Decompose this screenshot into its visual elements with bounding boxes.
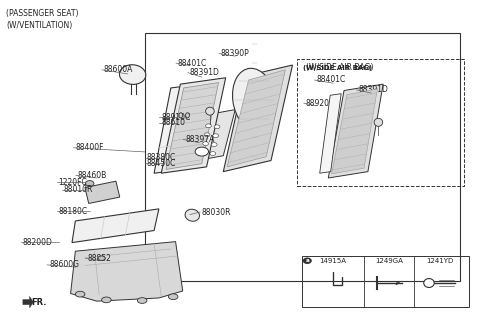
Ellipse shape (98, 256, 105, 260)
Circle shape (205, 124, 211, 128)
Text: 88030R: 88030R (202, 208, 231, 217)
Text: (W/SIDE AIR BAG): (W/SIDE AIR BAG) (303, 65, 372, 71)
Text: 88460B: 88460B (78, 171, 107, 180)
Text: FR.: FR. (32, 298, 47, 307)
Ellipse shape (374, 118, 383, 126)
Bar (144, 33, 459, 282)
Polygon shape (85, 181, 120, 204)
Polygon shape (197, 109, 235, 160)
Circle shape (201, 151, 207, 154)
Polygon shape (332, 89, 377, 174)
Text: 88600G: 88600G (49, 260, 79, 269)
Text: 88401C: 88401C (316, 75, 346, 84)
Ellipse shape (102, 297, 111, 303)
Bar (302, 256, 469, 307)
Ellipse shape (120, 65, 146, 84)
Circle shape (213, 134, 218, 138)
Ellipse shape (137, 298, 147, 303)
Text: 88610: 88610 (161, 118, 185, 127)
Text: 88180C: 88180C (59, 207, 88, 216)
Circle shape (303, 258, 311, 263)
Ellipse shape (179, 113, 183, 118)
Ellipse shape (205, 107, 214, 115)
Polygon shape (71, 242, 183, 301)
Polygon shape (227, 70, 285, 167)
Text: 1220FC: 1220FC (59, 178, 87, 187)
Text: 88390P: 88390P (221, 49, 250, 58)
Ellipse shape (75, 291, 85, 297)
Circle shape (204, 133, 210, 137)
Text: 88910C: 88910C (161, 113, 191, 122)
Text: a: a (200, 149, 204, 154)
Text: 88450C: 88450C (147, 159, 176, 168)
Text: 88920T: 88920T (306, 99, 335, 108)
Bar (297, 59, 464, 186)
Polygon shape (161, 78, 226, 173)
Text: 88010R: 88010R (63, 185, 93, 194)
Text: 88397A: 88397A (185, 135, 215, 144)
Text: 1241YD: 1241YD (426, 258, 453, 264)
Polygon shape (223, 65, 292, 172)
Ellipse shape (85, 180, 94, 186)
Text: 88400F: 88400F (75, 143, 104, 152)
Text: 88852: 88852 (87, 254, 111, 263)
Circle shape (203, 142, 208, 145)
Text: 88391D: 88391D (359, 85, 388, 94)
Ellipse shape (232, 68, 276, 132)
Text: 88600A: 88600A (104, 65, 133, 74)
Text: 88401C: 88401C (178, 59, 207, 68)
Ellipse shape (185, 209, 200, 221)
Text: 88200D: 88200D (23, 238, 53, 247)
Text: a: a (305, 258, 309, 263)
Text: (W/SIDE AIR BAG): (W/SIDE AIR BAG) (306, 63, 373, 72)
Polygon shape (328, 84, 383, 178)
Polygon shape (23, 296, 34, 308)
Ellipse shape (424, 279, 434, 288)
Polygon shape (320, 94, 341, 173)
Polygon shape (72, 209, 159, 243)
Circle shape (214, 125, 220, 129)
Text: 1249GA: 1249GA (375, 258, 403, 264)
Ellipse shape (186, 113, 190, 118)
Text: 88391D: 88391D (190, 68, 220, 77)
Circle shape (195, 147, 208, 156)
Text: 88380C: 88380C (147, 153, 176, 162)
Text: 14915A: 14915A (320, 258, 347, 264)
Ellipse shape (168, 294, 178, 299)
Polygon shape (154, 82, 214, 173)
Text: (PASSENGER SEAT)
(W/VENTILATION): (PASSENGER SEAT) (W/VENTILATION) (6, 9, 79, 30)
Circle shape (211, 143, 217, 146)
Circle shape (210, 152, 216, 155)
Polygon shape (166, 82, 218, 169)
